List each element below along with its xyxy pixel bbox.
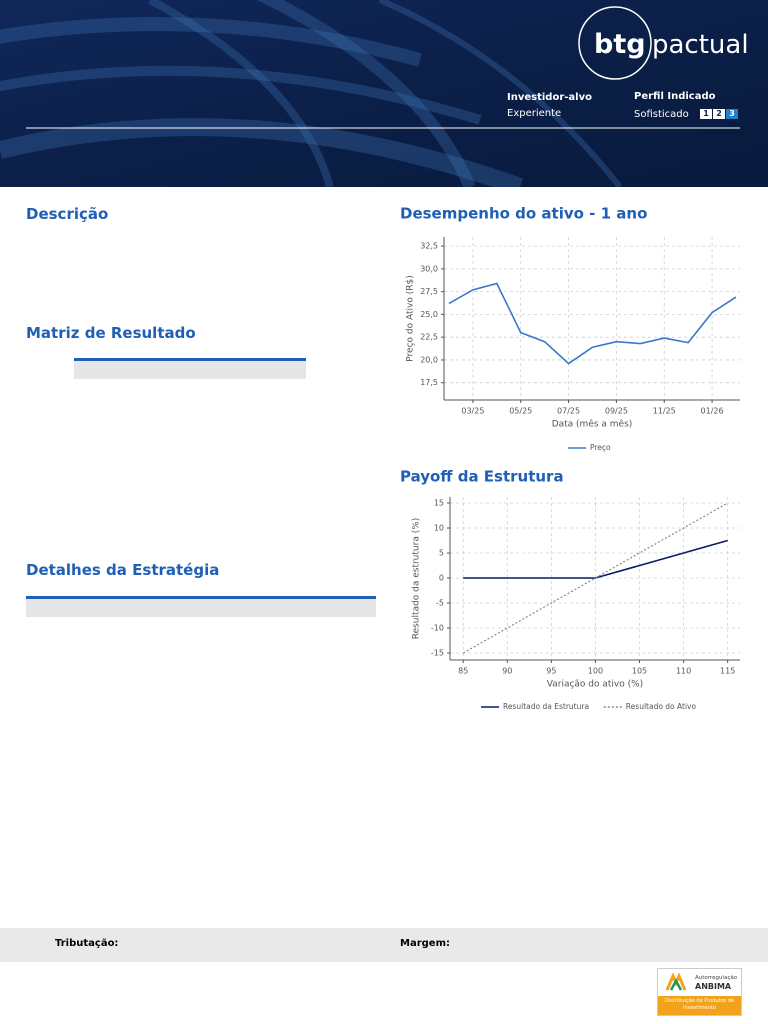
y-tick-label: -10 <box>431 624 444 633</box>
x-tick-label: 110 <box>676 667 691 676</box>
performance-chart: Desempenho do ativo - 1 ano 17,5 20,0 22,5 2… <box>400 205 740 452</box>
chart-title: Desempenho do ativo - 1 ano <box>400 205 647 223</box>
y-tick-label: 17,5 <box>420 378 438 387</box>
x-tick-label: 115 <box>720 667 735 676</box>
anbima-badge: Autorregulação ANBIMA Distribuição de Pr… <box>657 968 742 1016</box>
x-tick-label: 05/25 <box>509 407 532 416</box>
legend-label: Preço <box>590 443 611 452</box>
payoff-chart: Payoff da Estrutura -15 -10 -5 0 5 10 15 85 90 95 1… <box>400 468 740 711</box>
section-title: Detalhes da Estratégia <box>26 561 220 579</box>
badge-bottom: Distribuição de Produtos de Investimento <box>658 996 741 1015</box>
badge-brand: ANBIMA <box>695 982 732 991</box>
profile-label: Perfil Indicado <box>634 91 716 102</box>
x-tick-label: 90 <box>502 667 512 676</box>
y-tick-label: -5 <box>436 599 444 608</box>
x-axis-label: Variação do ativo (%) <box>547 680 643 690</box>
chart-title: Payoff da Estrutura <box>400 468 564 486</box>
table-rule <box>74 358 306 361</box>
x-axis-label: Data (mês a mês) <box>552 419 633 430</box>
x-tick-label: 105 <box>632 667 647 676</box>
y-tick-label: 25,0 <box>420 310 438 319</box>
y-tick-label: 0 <box>439 574 444 583</box>
table-header <box>74 361 306 379</box>
y-axis-label: Resultado da estrutura (%) <box>412 518 422 640</box>
margin-label: Margem: <box>400 938 450 949</box>
y-tick-label: 30,0 <box>420 264 438 273</box>
table-rule <box>26 596 376 599</box>
x-tick-label: 85 <box>458 667 468 676</box>
taxation-label: Tributação: <box>55 938 119 949</box>
x-tick-label: 100 <box>588 667 603 676</box>
y-tick-label: 15 <box>434 499 444 508</box>
x-tick-label: 95 <box>546 667 556 676</box>
section-title: Matriz de Resultado <box>26 324 196 342</box>
footer-band <box>0 928 768 962</box>
legend-label: Resultado do Ativo <box>626 702 697 711</box>
x-tick-label: 09/25 <box>605 407 628 416</box>
profile-level: 2 <box>713 109 725 119</box>
y-tick-label: 10 <box>434 524 444 533</box>
data-line <box>448 282 737 365</box>
anbima-icon <box>666 973 686 991</box>
y-tick-label: 32,5 <box>420 242 438 251</box>
investor-label: Investidor-alvo <box>507 92 592 103</box>
x-tick-label: 11/25 <box>653 407 676 416</box>
section-title: Descrição <box>26 205 109 223</box>
y-tick-label: 5 <box>439 549 444 558</box>
x-tick-label: 03/25 <box>461 407 484 416</box>
legend-label: Resultado da Estrutura <box>503 702 589 711</box>
profile-level: 3 <box>726 109 738 119</box>
y-tick-label: 22,5 <box>420 333 438 342</box>
x-tick-label: 07/25 <box>557 407 580 416</box>
y-tick-label: 27,5 <box>420 287 438 296</box>
data-line <box>462 502 728 654</box>
y-tick-label: -15 <box>431 649 444 658</box>
header-banner: btg pactual <box>0 0 768 187</box>
y-axis-label: Preço do Ativo (R$) <box>406 275 416 361</box>
profile-value: Sofisticado <box>634 109 689 120</box>
badge-top: Autorregulação <box>695 975 738 981</box>
x-tick-label: 01/26 <box>701 407 724 416</box>
logo-mark: btg <box>594 29 646 60</box>
profile-level: 1 <box>700 109 712 119</box>
logo-word: pactual <box>652 30 749 60</box>
table-header <box>26 599 376 617</box>
y-tick-label: 20,0 <box>420 355 438 364</box>
investor-value: Experiente <box>507 108 562 119</box>
